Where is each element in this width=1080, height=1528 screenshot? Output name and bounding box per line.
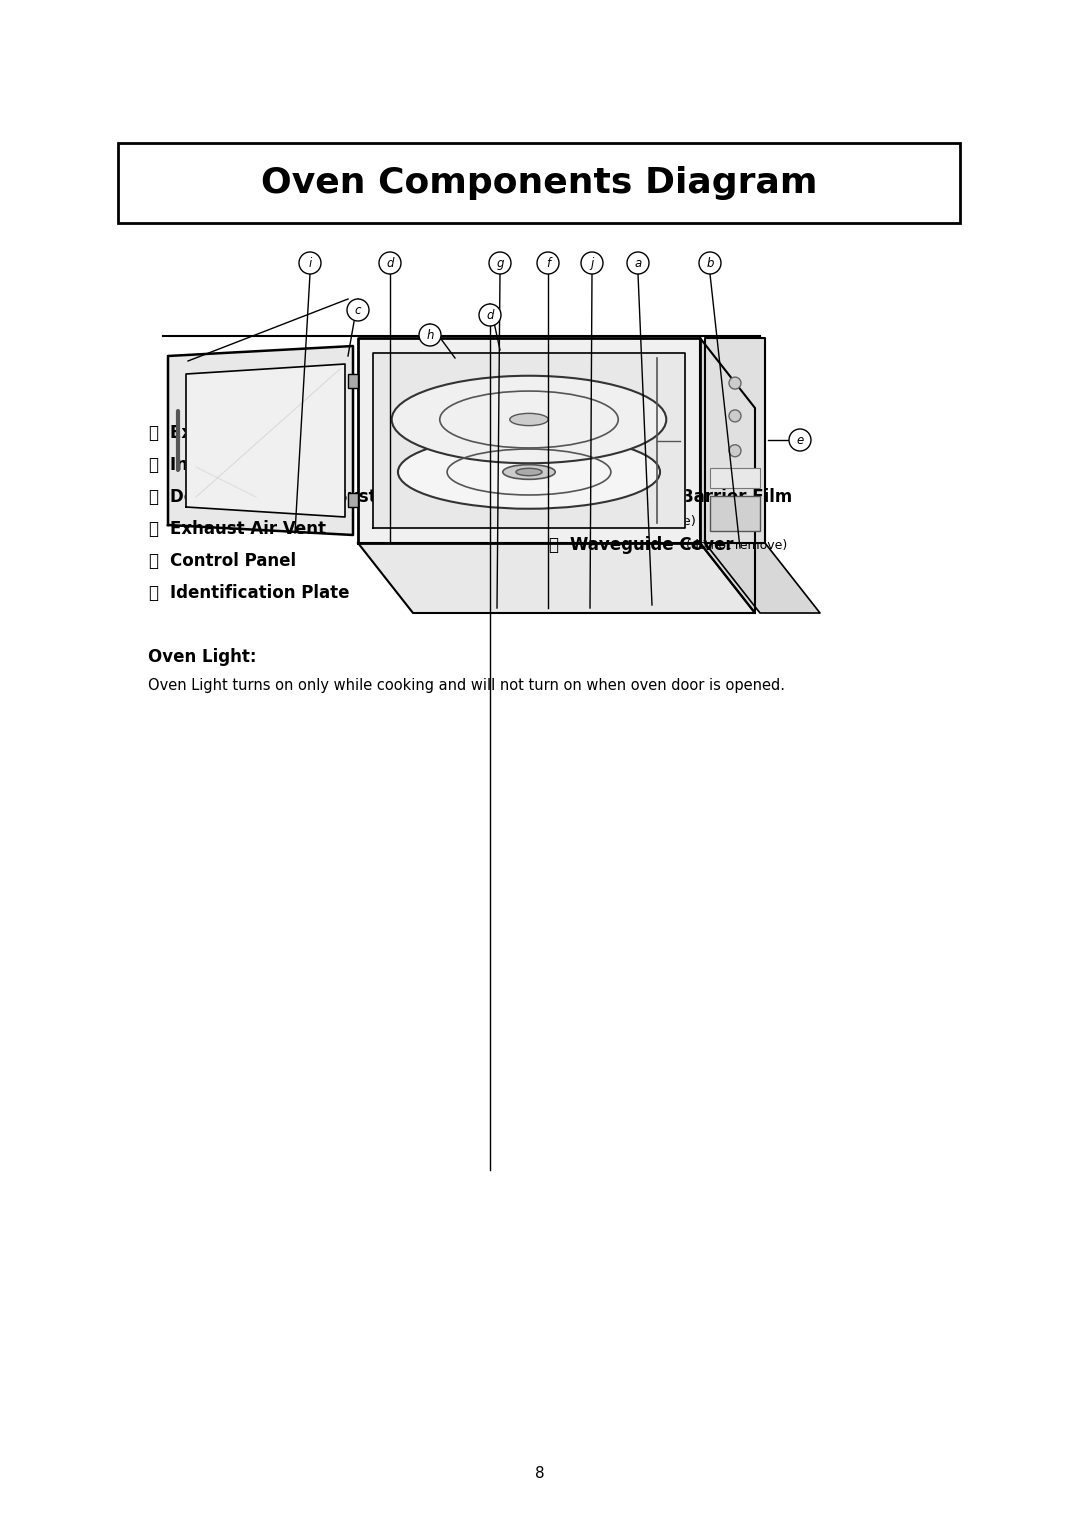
Text: h: h: [427, 329, 434, 341]
Circle shape: [729, 377, 741, 390]
Text: Identification Plate: Identification Plate: [170, 584, 350, 602]
Text: Ⓗ: Ⓗ: [548, 455, 558, 474]
Bar: [710, 468, 760, 487]
Text: Ⓑ: Ⓑ: [148, 455, 158, 474]
Text: f: f: [545, 257, 550, 269]
Text: Ⓙ: Ⓙ: [548, 536, 558, 555]
Text: d: d: [486, 309, 494, 321]
Text: External Air Vent: External Air Vent: [170, 423, 329, 442]
Bar: [348, 494, 357, 507]
Polygon shape: [168, 345, 353, 535]
Text: Heat/Vapor Barrier Film: Heat/Vapor Barrier Film: [570, 487, 793, 506]
Text: Waveguide Cover: Waveguide Cover: [570, 536, 733, 555]
Ellipse shape: [510, 414, 549, 426]
Ellipse shape: [397, 435, 660, 509]
Text: (do not remove): (do not remove): [683, 538, 787, 552]
Polygon shape: [700, 338, 755, 613]
Circle shape: [729, 445, 741, 457]
Polygon shape: [705, 338, 765, 542]
Bar: [348, 374, 357, 388]
Circle shape: [347, 299, 369, 321]
Circle shape: [489, 252, 511, 274]
Text: Oven Light:: Oven Light:: [148, 648, 257, 666]
Polygon shape: [357, 338, 700, 542]
Text: d: d: [387, 257, 394, 269]
Text: c: c: [354, 304, 361, 316]
Text: Glass Tray: Glass Tray: [570, 423, 665, 442]
Ellipse shape: [392, 376, 666, 463]
Text: Exhaust Air Vent: Exhaust Air Vent: [170, 520, 326, 538]
Text: Control Panel: Control Panel: [170, 552, 296, 570]
Text: e: e: [796, 434, 804, 446]
Text: Internal Air Vent: Internal Air Vent: [170, 455, 325, 474]
Circle shape: [480, 304, 501, 325]
Text: 8: 8: [536, 1465, 544, 1481]
Circle shape: [419, 324, 441, 345]
Text: Oven Components Diagram: Oven Components Diagram: [260, 167, 818, 200]
Ellipse shape: [503, 465, 555, 480]
Text: Ⓒ: Ⓒ: [148, 487, 158, 506]
Circle shape: [299, 252, 321, 274]
Circle shape: [537, 252, 559, 274]
Polygon shape: [186, 364, 345, 516]
Circle shape: [581, 252, 603, 274]
Text: Ⓔ: Ⓔ: [148, 552, 158, 570]
Text: Ⓘ: Ⓘ: [548, 487, 558, 506]
Polygon shape: [373, 353, 685, 529]
Text: j: j: [591, 257, 594, 269]
Text: Ⓐ: Ⓐ: [148, 423, 158, 442]
Text: Ⓕ: Ⓕ: [148, 584, 158, 602]
Bar: [710, 497, 760, 532]
Circle shape: [627, 252, 649, 274]
Bar: [118, 144, 960, 223]
Text: Door Safety Lock System: Door Safety Lock System: [170, 487, 405, 506]
Circle shape: [379, 252, 401, 274]
Text: Ⓓ: Ⓓ: [148, 520, 158, 538]
Text: g: g: [496, 257, 503, 269]
Circle shape: [789, 429, 811, 451]
Text: a: a: [634, 257, 642, 269]
Text: i: i: [309, 257, 312, 269]
Circle shape: [699, 252, 721, 274]
Circle shape: [729, 410, 741, 422]
Ellipse shape: [516, 468, 542, 475]
Text: b: b: [706, 257, 714, 269]
Text: Roller Ring: Roller Ring: [570, 455, 673, 474]
Text: (do not remove): (do not remove): [588, 515, 696, 527]
Text: Ⓖ: Ⓖ: [548, 423, 558, 442]
Polygon shape: [705, 542, 820, 613]
Polygon shape: [357, 542, 755, 613]
Text: Oven Light turns on only while cooking and will not turn on when oven door is op: Oven Light turns on only while cooking a…: [148, 678, 785, 694]
